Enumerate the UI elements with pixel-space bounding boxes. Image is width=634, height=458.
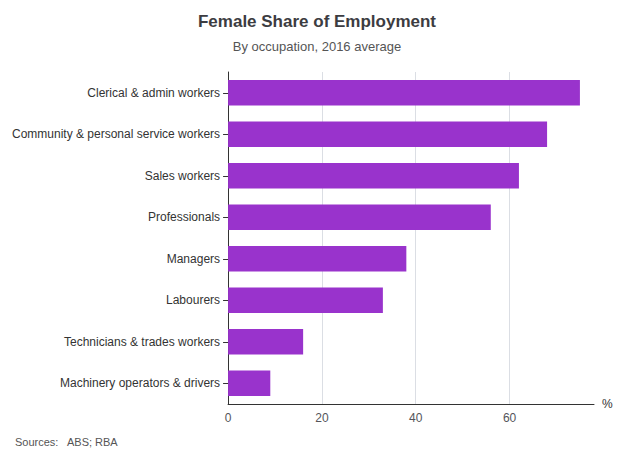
svg-text:0: 0 [225, 411, 232, 425]
svg-text:20: 20 [315, 411, 329, 425]
svg-text:Sources: ABS; RBA: Sources: ABS; RBA [15, 436, 118, 448]
svg-text:Sales workers: Sales workers [145, 169, 220, 183]
svg-text:Technicians & trades workers: Technicians & trades workers [64, 335, 220, 349]
svg-text:Clerical & admin workers: Clerical & admin workers [87, 86, 220, 100]
svg-text:Labourers: Labourers [166, 293, 220, 307]
svg-text:By occupation, 2016 average: By occupation, 2016 average [233, 39, 401, 54]
svg-text:%: % [602, 397, 613, 411]
svg-text:Machinery operators & drivers: Machinery operators & drivers [60, 376, 220, 390]
svg-text:40: 40 [409, 411, 423, 425]
svg-text:Community & personal service w: Community & personal service workers [12, 127, 220, 141]
svg-text:60: 60 [503, 411, 517, 425]
svg-text:Female Share of Employment: Female Share of Employment [198, 12, 436, 31]
svg-text:Professionals: Professionals [148, 210, 220, 224]
svg-text:Managers: Managers [167, 252, 220, 266]
